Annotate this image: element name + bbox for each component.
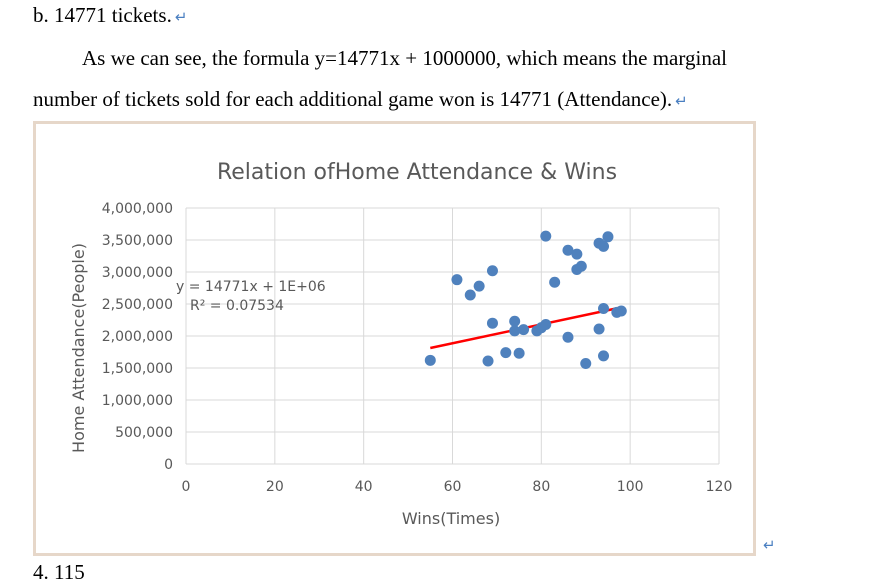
data-point: [500, 347, 512, 359]
x-tick-label: 100: [617, 479, 644, 495]
y-tick-label: 1,000,000: [102, 393, 173, 409]
trendline-equation: y = 14771x + 1E+06: [176, 279, 326, 295]
chart-title: Relation ofHome Attendance & Wins: [217, 160, 617, 185]
y-tick-label: 4,000,000: [102, 201, 173, 217]
data-point: [513, 347, 525, 359]
data-point: [580, 358, 592, 370]
y-axis-label: Home Attendance(People): [69, 243, 88, 453]
data-point: [562, 331, 574, 343]
data-point: [549, 276, 561, 288]
next-line-partial: 4. 115: [33, 560, 85, 585]
paragraph-line-2-text: number of tickets sold for each addition…: [33, 87, 673, 111]
data-point: [562, 244, 574, 256]
data-point: [509, 315, 521, 327]
data-point: [482, 355, 494, 367]
y-tick-labels: 0 500,000 1,000,000 1,500,000 2,000,000 2,500…: [102, 201, 173, 473]
y-tick-label: 2,500,000: [102, 297, 173, 313]
data-point: [540, 230, 552, 242]
data-point: [473, 280, 485, 292]
trendline-r-squared: R² = 0.07534: [190, 298, 284, 314]
data-point: [424, 354, 436, 366]
gridlines: [185, 207, 720, 465]
x-tick-label: 120: [706, 479, 733, 495]
x-tick-label: 60: [444, 479, 462, 495]
x-tick-labels: 0 20 40 60 80 100 120: [182, 479, 733, 495]
y-tick-label: 3,500,000: [102, 233, 173, 249]
data-point: [593, 323, 605, 335]
y-tick-label: 1,500,000: [102, 361, 173, 377]
data-point: [615, 305, 627, 317]
chart-frame[interactable]: Relation ofHome Attendance & Wins 0 500,0…: [33, 121, 756, 556]
data-point: [518, 324, 530, 336]
data-point: [602, 231, 614, 243]
return-mark-icon: ↵: [675, 92, 688, 110]
y-tick-label: 2,000,000: [102, 329, 173, 345]
data-point: [464, 289, 476, 301]
heading-text: b. 14771 tickets.: [33, 3, 172, 27]
y-tick-label: 3,000,000: [102, 265, 173, 281]
data-point: [451, 274, 463, 286]
data-point: [486, 317, 498, 329]
data-points: [424, 230, 627, 370]
data-point: [486, 265, 498, 277]
data-point: [575, 260, 587, 272]
data-point: [598, 350, 610, 362]
x-tick-label: 40: [355, 479, 373, 495]
data-point: [598, 240, 610, 252]
heading-line: b. 14771 tickets. ↵: [33, 3, 187, 28]
data-point: [509, 325, 521, 337]
x-tick-label: 0: [182, 479, 191, 495]
y-tick-label: 500,000: [115, 425, 173, 441]
return-mark-icon: ↵: [763, 536, 776, 554]
x-tick-label: 80: [532, 479, 550, 495]
x-axis-label: Wins(Times): [402, 509, 500, 528]
data-point: [571, 248, 583, 260]
y-tick-label: 0: [164, 457, 173, 473]
paragraph-line-1: As we can see, the formula y=14771x + 10…: [82, 46, 727, 71]
return-mark-icon: ↵: [174, 8, 188, 26]
x-tick-label: 20: [266, 479, 284, 495]
data-point: [540, 318, 552, 330]
paragraph-line-1-text: As we can see, the formula y=14771x + 10…: [82, 46, 727, 70]
scatter-chart: Relation ofHome Attendance & Wins 0 500,0…: [69, 160, 733, 528]
paragraph-line-2: number of tickets sold for each addition…: [33, 87, 688, 112]
next-line-text: 4. 115: [33, 560, 85, 584]
data-point: [598, 302, 610, 314]
